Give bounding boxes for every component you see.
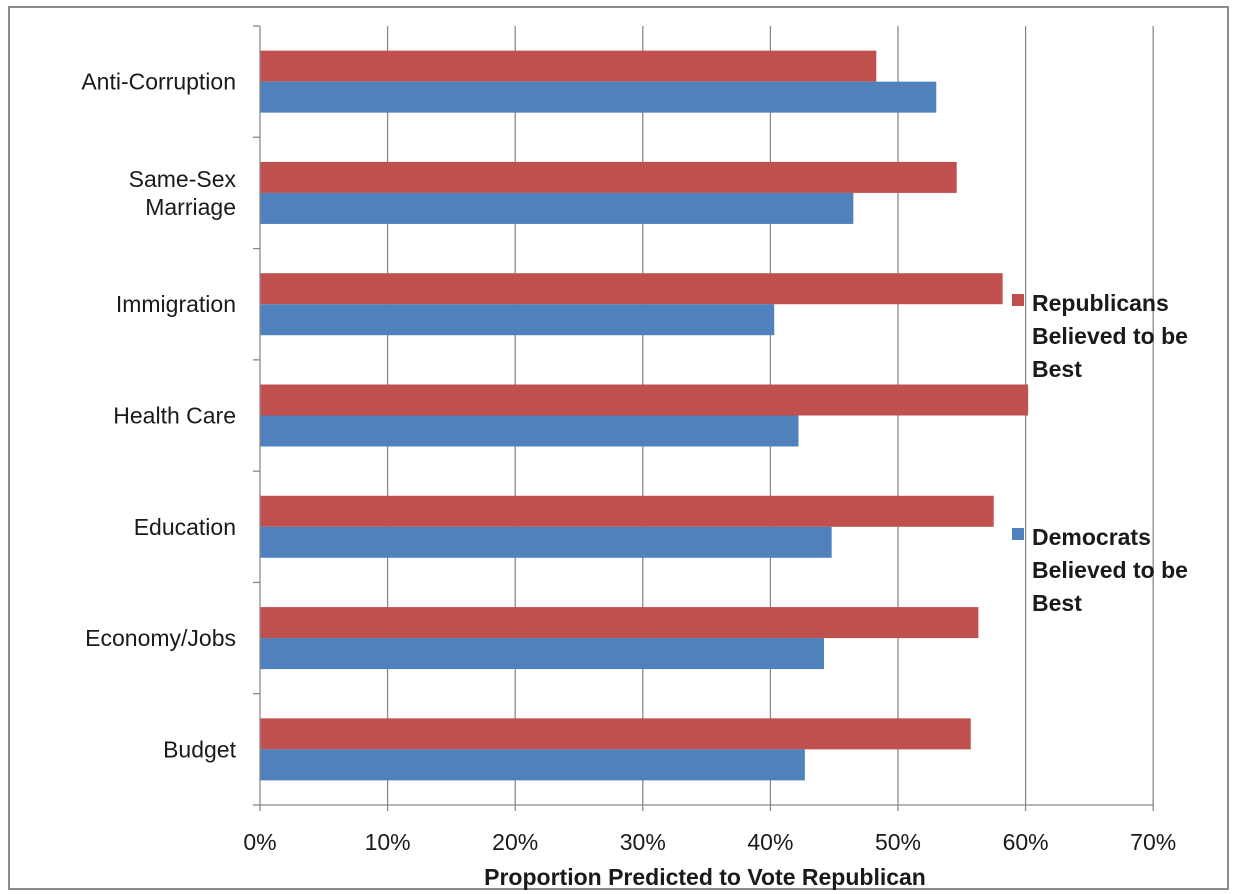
category-label: Anti-Corruption [81,69,236,95]
bar-democrats [260,638,824,670]
x-tick-label: 20% [492,829,538,855]
legend-swatch-democrats [1012,528,1024,540]
category-label: Budget [163,736,237,762]
category-label: Marriage [145,194,236,220]
legend-layer: Republicans Believed to be Best Democrats Be… [1012,290,1188,616]
bar-democrats [260,526,832,558]
bar-democrats [260,415,799,447]
bar-republicans [260,273,1003,305]
category-label: Health Care [113,403,236,429]
bar-democrats [260,304,775,336]
bar-republicans [260,607,979,639]
bar-republicans [260,718,971,750]
bar-republicans [260,384,1029,416]
x-axis-title: Proportion Predicted to Vote Republican [484,864,926,890]
x-tick-label: 60% [1003,829,1049,855]
legend-label: Believed to be [1032,323,1188,349]
x-tick-label: 0% [243,829,276,855]
bar-democrats [260,81,937,113]
bar-republicans [260,161,957,193]
bar-republicans [260,50,877,82]
category-label: Education [134,514,236,540]
legend-swatch-republicans [1012,294,1024,306]
bar-democrats [260,192,854,224]
x-tick-label: 30% [620,829,666,855]
x-tick-label: 50% [875,829,921,855]
bar-republicans [260,495,994,527]
x-tick-label: 40% [747,829,793,855]
labels-layer: 0% 10% 20% 30% 40% 50% 60% 70% Anti-Corruption Sa… [81,69,1176,855]
legend-label: Republicans [1032,290,1169,316]
legend-label: Democrats [1032,524,1151,550]
x-tick-label: 10% [365,829,411,855]
legend-label: Best [1032,356,1082,382]
category-label: Immigration [116,291,236,317]
category-label: Economy/Jobs [85,625,236,651]
category-label: Same-Sex [129,166,237,192]
legend-label: Believed to be [1032,557,1188,583]
bar-democrats [260,749,805,781]
x-tick-label: 70% [1130,829,1176,855]
axis-layer [253,25,1154,811]
legend-label: Best [1032,590,1082,616]
bars-layer [260,50,1029,781]
